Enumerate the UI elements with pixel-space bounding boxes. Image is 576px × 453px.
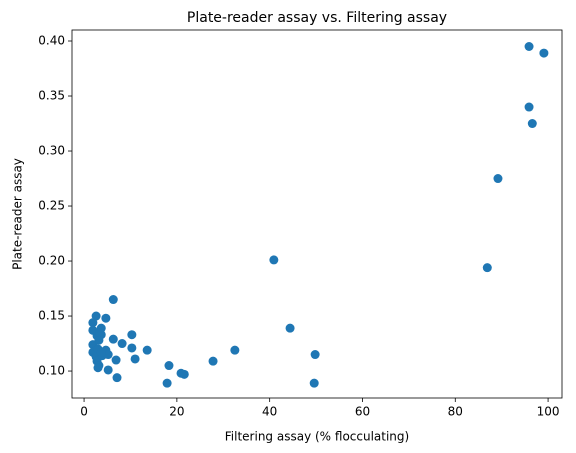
y-tick-label: 0.25 [38, 199, 65, 213]
point [88, 325, 98, 335]
point [127, 343, 137, 353]
point [527, 119, 537, 129]
point [164, 361, 174, 371]
x-tick-label: 40 [262, 405, 277, 419]
x-axis-label: Filtering assay (% flocculating) [225, 430, 409, 444]
point [94, 335, 104, 345]
point [539, 48, 549, 58]
point [96, 347, 106, 357]
x-tick-label: 20 [169, 405, 184, 419]
y-tick-label: 0.40 [38, 34, 65, 48]
point [93, 363, 103, 373]
point [482, 263, 492, 273]
point [108, 295, 118, 305]
y-tick-label: 0.10 [38, 364, 65, 378]
point [310, 350, 320, 360]
point [524, 102, 534, 112]
point [127, 330, 137, 340]
point [142, 345, 152, 355]
point [162, 378, 172, 388]
point [101, 313, 111, 323]
point [117, 339, 127, 349]
plot-frame [71, 29, 563, 399]
y-axis-label: Plate-reader assay [11, 158, 25, 270]
point [111, 355, 121, 365]
point [230, 345, 240, 355]
y-tick-label: 0.30 [38, 144, 65, 158]
point [88, 318, 98, 328]
point [103, 365, 113, 375]
y-tick-label: 0.15 [38, 309, 65, 323]
point [176, 368, 186, 378]
point [208, 356, 218, 366]
x-tick-label: 0 [80, 405, 88, 419]
point [493, 174, 503, 184]
point [524, 42, 534, 52]
y-tick-label: 0.35 [38, 89, 65, 103]
point [130, 354, 140, 364]
chart-title: Plate-reader assay vs. Filtering assay [187, 10, 447, 26]
point [269, 255, 279, 265]
y-tick-label: 0.20 [38, 254, 65, 268]
point [285, 323, 295, 333]
x-tick-label: 60 [355, 405, 370, 419]
point [108, 334, 118, 344]
point [112, 373, 122, 383]
x-tick-label: 80 [448, 405, 463, 419]
x-tick-label: 100 [537, 405, 560, 419]
point [309, 378, 319, 388]
point [95, 328, 105, 338]
